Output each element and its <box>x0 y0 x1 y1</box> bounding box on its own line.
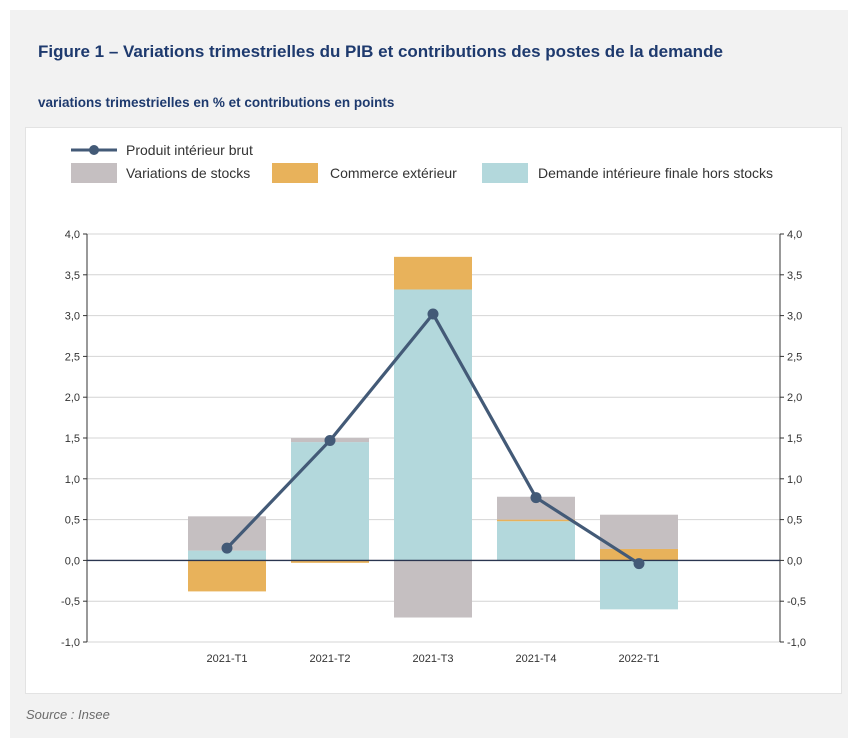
y-tick-label-left: 2,0 <box>65 392 80 404</box>
x-tick-label: 2022-T1 <box>619 653 660 665</box>
legend-swatch <box>71 163 117 183</box>
y-tick-label-right: 2,0 <box>787 392 802 404</box>
figure-title: Figure 1 – Variations trimestrielles du … <box>38 42 723 61</box>
y-tick-label-left: 0,5 <box>65 515 80 527</box>
y-tick-label-right: 0,5 <box>787 515 802 527</box>
x-tick-label: 2021-T1 <box>207 653 248 665</box>
legend-swatch <box>482 163 528 183</box>
legend-line-dot <box>89 145 99 155</box>
x-tick-label: 2021-T3 <box>413 653 454 665</box>
y-tick-label-right: 3,5 <box>787 270 802 282</box>
y-tick-label-right: 2,5 <box>787 351 802 363</box>
bar-segment <box>394 256 472 290</box>
x-tick-label: 2021-T2 <box>310 653 351 665</box>
y-tick-label-right: 0,0 <box>787 555 802 567</box>
y-tick-label-right: 4,0 <box>787 229 802 241</box>
legend-label: Commerce extérieur <box>330 165 457 181</box>
legend-swatch <box>272 163 318 183</box>
y-tick-label-left: 0,0 <box>65 555 80 567</box>
y-tick-label-right: 1,0 <box>787 474 802 486</box>
bar-segment <box>497 521 575 561</box>
y-tick-label-left: -0,5 <box>61 596 80 608</box>
y-tick-label-left: 2,5 <box>65 351 80 363</box>
y-tick-label-right: -1,0 <box>787 637 806 649</box>
bar-segment <box>600 514 678 549</box>
y-tick-label-right: 3,0 <box>787 311 802 323</box>
bar-segment <box>188 560 266 592</box>
bar-segment <box>600 548 678 561</box>
bar-segment <box>497 496 575 520</box>
chart-container: Produit intérieur brut Variations de stoc… <box>25 127 842 694</box>
pib-point <box>324 434 336 446</box>
y-tick-label-left: 1,5 <box>65 433 80 445</box>
bar-segment <box>394 560 472 618</box>
bar-segment <box>291 560 369 563</box>
y-tick-label-left: 3,5 <box>65 270 80 282</box>
legend-label: Variations de stocks <box>126 165 250 181</box>
y-tick-label-right: -0,5 <box>787 596 806 608</box>
pib-point <box>221 542 233 554</box>
y-tick-label-right: 1,5 <box>787 433 802 445</box>
figure-subtitle: variations trimestrielles en % et contri… <box>38 95 395 110</box>
y-tick-label-left: 1,0 <box>65 474 80 486</box>
chart-svg: Produit intérieur brut Variations de stoc… <box>61 142 806 665</box>
bar-segment <box>497 519 575 522</box>
y-tick-label-left: -1,0 <box>61 637 80 649</box>
bar-segment <box>188 550 266 561</box>
pib-point <box>427 308 439 320</box>
pib-point <box>530 492 542 504</box>
pib-point <box>633 558 645 570</box>
source-note: Source : Insee <box>26 707 110 722</box>
bar-segment <box>394 289 472 561</box>
legend-label: Produit intérieur brut <box>126 142 253 158</box>
bar-segment <box>291 442 369 561</box>
y-tick-label-left: 3,0 <box>65 311 80 323</box>
legend-label: Demande intérieure finale hors stocks <box>538 165 773 181</box>
x-tick-label: 2021-T4 <box>516 653 557 665</box>
y-tick-label-left: 4,0 <box>65 229 80 241</box>
